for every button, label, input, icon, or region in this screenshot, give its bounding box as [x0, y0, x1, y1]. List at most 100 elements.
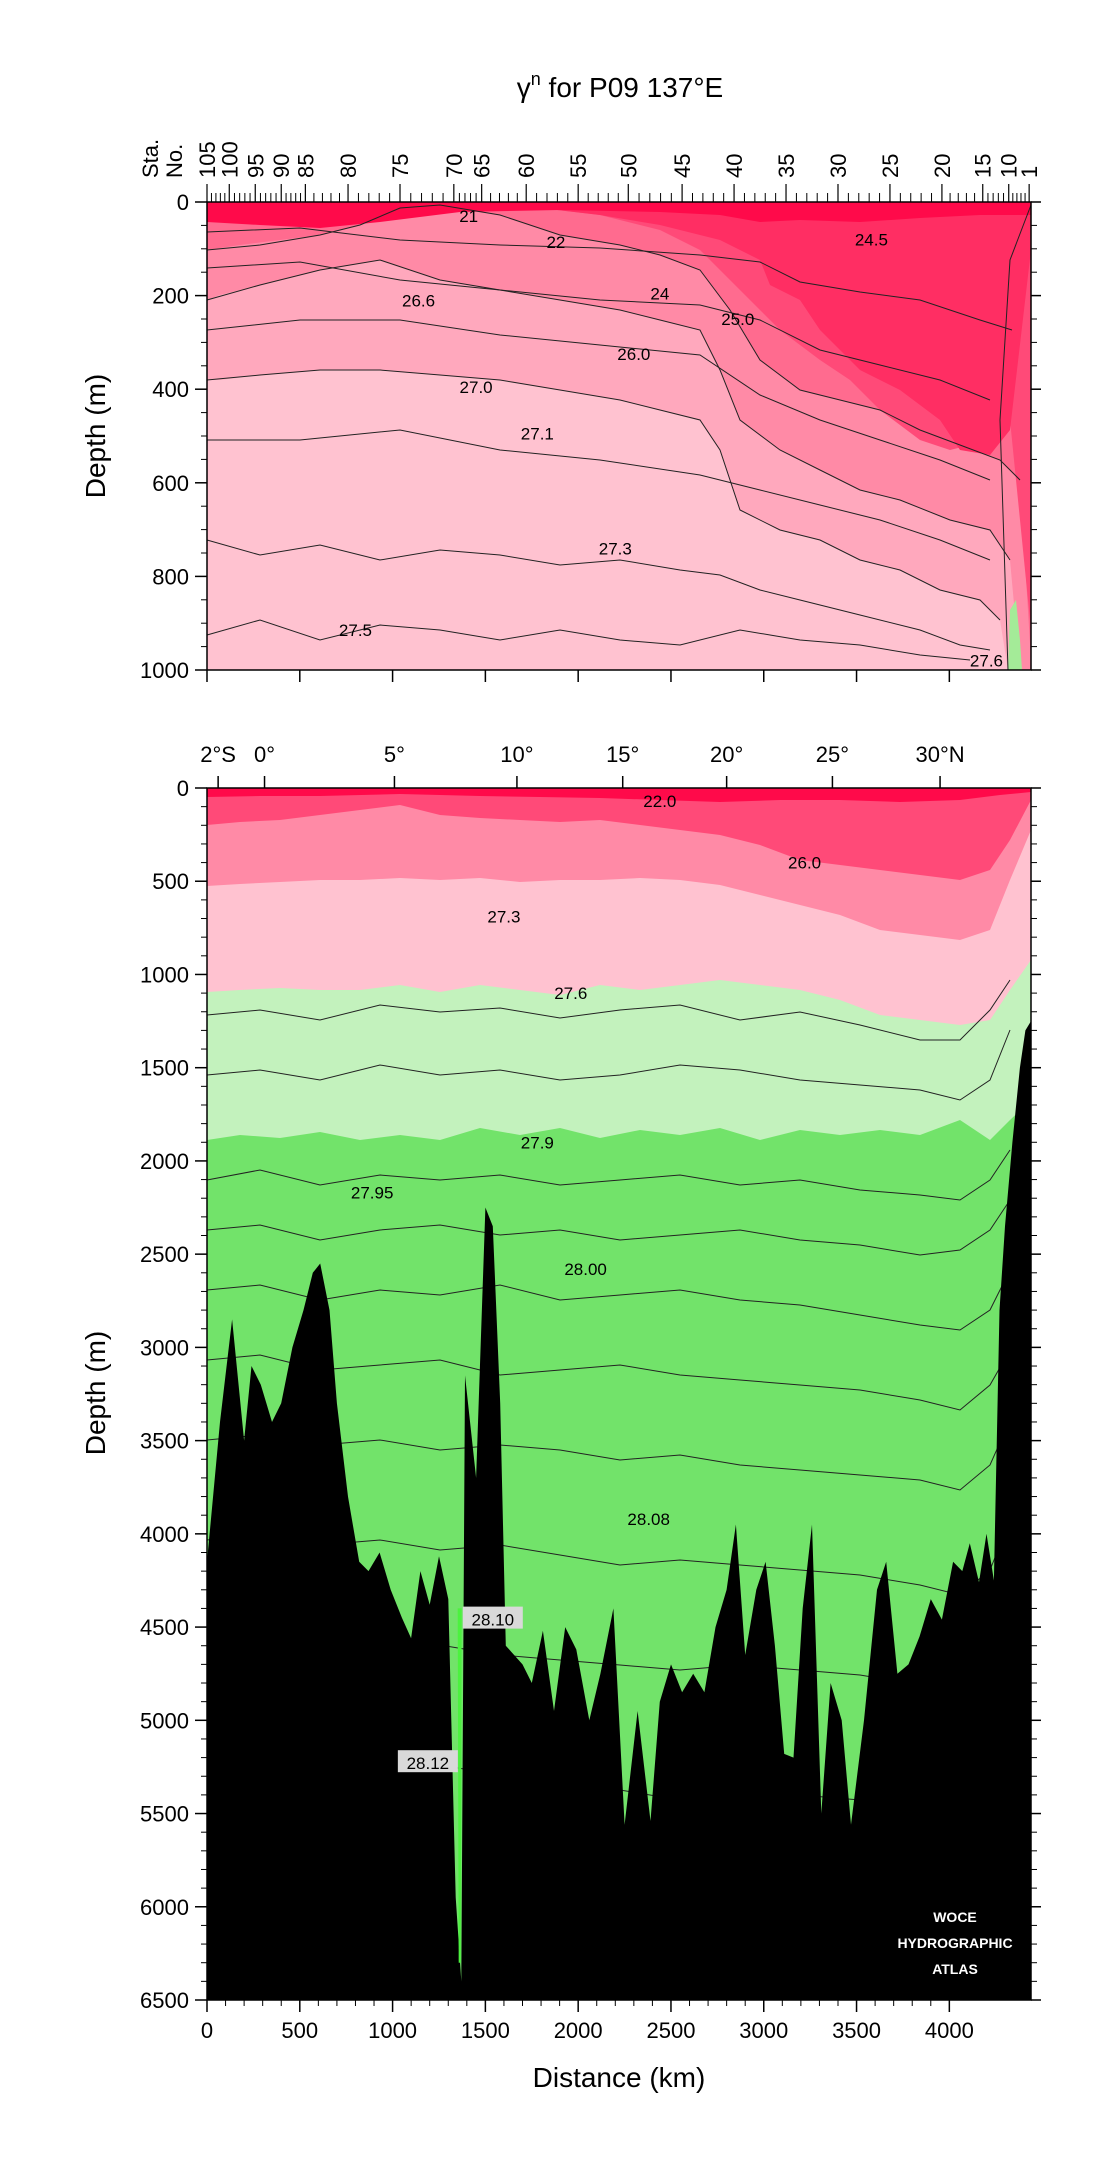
title-superscript: n: [531, 69, 541, 89]
station-tick-label: 60: [514, 154, 539, 178]
station-tick-label: 80: [336, 154, 361, 178]
top-band-surface: [207, 202, 1031, 228]
bottom-y-axis-title: Depth (m): [80, 1331, 111, 1455]
top-y-tick-label: 1000: [140, 658, 189, 683]
station-tick-label: 95: [243, 154, 268, 178]
top-contour-label: 22: [546, 233, 565, 252]
bottom-y-tick-label: 500: [152, 869, 189, 894]
bottom-band-surface: [207, 788, 1031, 802]
top-band-green: [1008, 600, 1022, 670]
top-y-tick-label: 800: [152, 564, 189, 589]
bottom-y-tick-label: 1000: [140, 962, 189, 987]
top-y-tick-label: 400: [152, 377, 189, 402]
top-contour-label: 27.1: [521, 425, 554, 444]
top-contour-label: 26.6: [402, 291, 435, 310]
bottom-y-tick-label: 4000: [140, 1522, 189, 1547]
bottom-x-axis: 0 500 1000 1500 2000 2500 3000 3500 4000: [201, 2000, 974, 2043]
bottom-contour-label: 27.6: [554, 984, 587, 1003]
x-tick-label: 3500: [832, 2018, 881, 2043]
bottom-y-tick-label: 4500: [140, 1615, 189, 1640]
station-tick-label: 85: [293, 154, 318, 178]
top-contour-label: 24: [650, 284, 669, 303]
top-y-axis: 0 200 400 600 800 1000: [140, 190, 1041, 683]
station-tick-label: 20: [930, 154, 955, 178]
top-y-tick-label: 200: [152, 284, 189, 309]
top-y-axis-title: Depth (m): [80, 374, 111, 498]
station-tick-label: 30: [826, 154, 851, 178]
station-tick-label: 1: [1017, 166, 1042, 178]
top-contour-label: 26.0: [617, 345, 650, 364]
watermark-line: WOCE: [933, 1909, 977, 1925]
top-fill-bands: [207, 202, 1031, 670]
bottom-fill-bands: [207, 788, 1031, 2000]
station-tick-label: 25: [878, 154, 903, 178]
x-tick-label: 1000: [368, 2018, 417, 2043]
title-rest: for P09 137°E: [541, 72, 723, 103]
station-tick-label: 100: [217, 141, 242, 178]
x-tick-label: 500: [281, 2018, 318, 2043]
bottom-panel: 22.0 26.0 27.3 27.6 27.9 27.95 28.00 28.08 28.10…: [80, 742, 1041, 2093]
bottom-y-tick-label: 2000: [140, 1149, 189, 1174]
bottom-contour-label: 28.08: [627, 1510, 670, 1529]
top-y-tick-label: 0: [177, 190, 189, 215]
bottom-y-tick-label: 0: [177, 776, 189, 801]
bottom-contour-label: 28.12: [407, 1754, 450, 1773]
station-tick-label: 55: [566, 154, 591, 178]
x-tick-label: 3000: [739, 2018, 788, 2043]
x-tick-label: 2000: [554, 2018, 603, 2043]
station-label-line1: Sta.: [138, 139, 163, 178]
lat-tick-label: 2°S: [200, 742, 236, 767]
top-contour-label: 24.5: [855, 230, 888, 249]
bottom-y-tick-label: 6500: [140, 1988, 189, 2013]
bottom-contour-label: 22.0: [643, 792, 676, 811]
station-tick-label: 45: [670, 154, 695, 178]
station-tick-label: 40: [722, 154, 747, 178]
bottom-contour-labels: 22.0 26.0 27.3 27.6 27.9 27.95 28.00 28.08 28.10…: [351, 792, 821, 1773]
lat-tick-label: 10°: [500, 742, 533, 767]
bottom-contour-label: 27.3: [487, 908, 520, 927]
bottom-y-axis: 0 500 1000 1500 2000 2500 3000 3500 4000 4500 5000…: [140, 776, 1041, 2013]
top-panel: 21 22 24.5 24 26.6 25.0 26.0 27.0 27.1 27.3 27.5 27…: [80, 139, 1042, 683]
top-contour-label: 27.3: [599, 539, 632, 558]
bottom-contour-label: 28.00: [564, 1260, 607, 1279]
bottom-y-tick-label: 6000: [140, 1895, 189, 1920]
top-contour-labels: 21 22 24.5 24 26.6 25.0 26.0 27.0 27.1 27.3 27.5 27…: [339, 207, 1003, 671]
top-contour-label: 25.0: [721, 310, 754, 329]
station-tick-label: 65: [470, 154, 495, 178]
x-tick-label: 4000: [925, 2018, 974, 2043]
bottom-contour-label: 27.9: [521, 1133, 554, 1152]
lat-tick-label: 30°N: [915, 742, 964, 767]
x-tick-label: 0: [201, 2018, 213, 2043]
lat-tick-label: 15°: [606, 742, 639, 767]
bottom-y-tick-label: 1500: [140, 1056, 189, 1081]
bottom-y-tick-label: 2500: [140, 1242, 189, 1267]
bottom-contour-label: 26.0: [788, 854, 821, 873]
lat-tick-label: 5°: [384, 742, 405, 767]
station-tick-label: 10: [997, 154, 1022, 178]
station-tick-label: 75: [388, 154, 413, 178]
top-band-red-1: [207, 202, 1031, 455]
x-axis-title: Distance (km): [533, 2062, 706, 2093]
top-contour-label: 27.6: [970, 652, 1003, 671]
lat-axis: 2°S 0° 5° 10° 15° 20° 25° 30°N: [200, 742, 965, 788]
top-contours: [206, 204, 1032, 671]
watermark: WOCE HYDROGRAPHIC ATLAS: [897, 1909, 1012, 1977]
chart-title: γn for P09 137°E: [517, 69, 723, 103]
trench-water: [457, 1608, 462, 1963]
contour-label-box: [462, 1606, 523, 1629]
x-tick-label: 1500: [461, 2018, 510, 2043]
watermark-line: ATLAS: [932, 1961, 978, 1977]
station-label-line2: No.: [162, 144, 187, 178]
watermark-line: HYDROGRAPHIC: [897, 1935, 1012, 1951]
bottom-y-tick-label: 3000: [140, 1335, 189, 1360]
station-tick-label: 50: [616, 154, 641, 178]
station-tick-label: 70: [442, 154, 467, 178]
bottom-y-tick-label: 5500: [140, 1802, 189, 1827]
top-contour-label: 21: [459, 207, 478, 226]
lat-tick-label: 0°: [254, 742, 275, 767]
title-symbol: γ: [517, 72, 531, 103]
top-contour-label: 27.5: [339, 621, 372, 640]
top-contour-label: 27.0: [460, 378, 493, 397]
